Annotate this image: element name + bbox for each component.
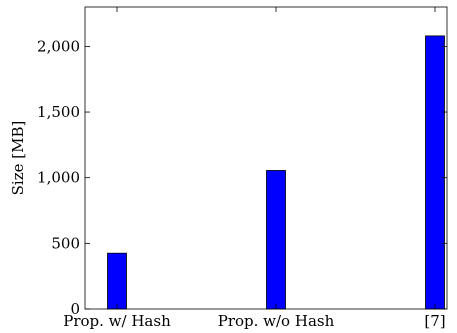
bar-1 [266, 170, 286, 310]
y-tick-label-3: 1,500 [37, 103, 80, 121]
y-tick-label-4: 2,000 [37, 37, 80, 55]
y-tick-label-1: 500 [51, 234, 80, 252]
y-ticks-layer: 0 500 1,000 1,500 2,000 [37, 37, 447, 318]
x-tick-label-1: Prop. w/o Hash [218, 312, 335, 330]
bar-0 [107, 252, 127, 310]
y-tick-label-0: 0 [70, 300, 80, 318]
bar-2 [425, 35, 445, 310]
y-axis-label: Size [MB] [9, 121, 27, 196]
x-ticks-layer: Prop. w/ Hash Prop. w/o Hash [7] [63, 7, 446, 330]
plot-frame [84, 6, 448, 310]
y-tick-label-2: 1,000 [37, 169, 80, 187]
x-tick-label-0: Prop. w/ Hash [63, 312, 171, 330]
x-tick-label-2: [7] [424, 312, 445, 330]
bars-layer [107, 35, 445, 310]
